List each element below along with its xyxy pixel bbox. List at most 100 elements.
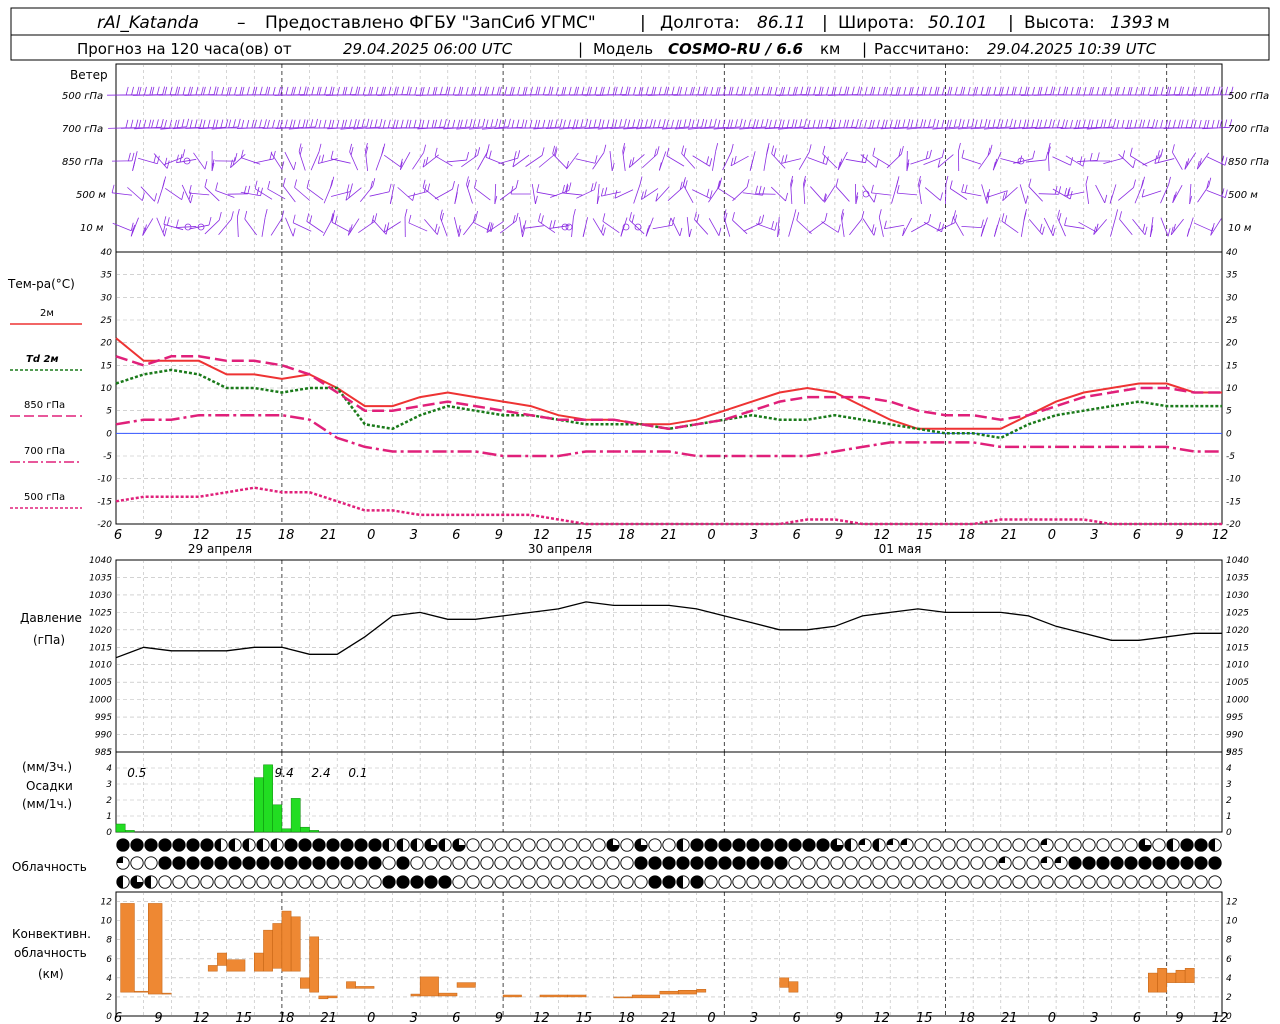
hour-label-bottom: 12 [533,1011,550,1024]
wind-barb-feather [1142,176,1145,185]
convective-bar [1184,968,1195,983]
wind-barb-feather [566,160,569,170]
wind-barb-feather [272,150,276,160]
wind-barb-feather [799,119,803,128]
cloud-cover-icon [186,856,200,870]
wind-barb-feather [756,119,759,128]
cloud-cover-icon [284,875,298,889]
cloud-cover-icon [1082,856,1096,870]
cloud-three-quarter-icon [130,875,144,889]
wind-barb [292,222,312,232]
wind-barb-feather [1224,119,1228,128]
wind-barb-feather [254,86,258,96]
wind-barb-feather [554,119,558,128]
wind-barb-feather [298,143,302,152]
wind-barb [1028,186,1043,202]
wind-barb-feather [434,86,438,95]
wind-barb-feather [803,175,806,185]
wind-barb-feather [272,119,275,128]
wind-barb-feather [758,216,761,225]
wind-barb-feather [958,142,961,152]
wind-barb-feather [791,119,795,128]
wind-barb-feather [653,119,656,128]
wind-barb-feather [743,86,747,96]
wind-barb [284,151,295,171]
wind-barb-feather [293,86,296,95]
wind-barb-feather [871,184,874,193]
wind-barb-feather [281,161,285,170]
wind-barb-feather [490,223,494,232]
wind-barb-feather [940,192,943,201]
wind-barb-feather [1211,119,1215,129]
cloud-cover-icon [578,875,592,889]
y-tick-right: 1035 [1226,573,1249,583]
wind-barb [383,154,401,168]
wind-barb [1064,191,1085,197]
hour-label-bottom: 9 [835,1011,843,1024]
wind-barb-feather [895,86,899,95]
hour-label: 21 [661,528,678,543]
wind-barb-feather [1119,211,1122,220]
cloud-cover-icon [648,856,662,870]
cloud-cover-icon [270,875,284,889]
wind-barb-feather [543,86,546,95]
wind-barb-feather [346,184,350,193]
wind-barb-feather [730,86,734,95]
precip-bar [300,826,310,833]
wind-barb-feather [1189,195,1192,205]
hour-label-bottom: 21 [661,1011,678,1024]
convective-bar [779,977,790,988]
cloud-cover-icon [130,838,144,852]
wind-barb-feather [156,119,159,128]
wind-barb-feather [251,119,255,129]
wind-barb-feather [383,86,386,95]
wind-barb-feather [1000,86,1004,95]
wind-barb-feather [473,86,477,95]
wind-barb-feather [488,150,492,159]
wind-barb-feather [781,155,784,164]
wind-barb-feather [471,87,475,96]
wind-barb [1078,221,1097,233]
wind-barb-feather [467,179,470,188]
wind-barb [1210,218,1222,236]
wind-barb-feather [1229,119,1233,128]
wind-barb-feather [910,86,914,96]
wind-level-10m-r: 10 м [1228,223,1252,234]
wind-barb [473,222,492,232]
wind-barb-feather [808,144,812,153]
wind-barb-feather [240,149,244,158]
wind-barb-feather [1129,86,1133,96]
wind-barb-feather [477,147,481,156]
cloud-cover-icon [620,838,634,852]
wind-barb-feather [537,86,541,95]
wind-barb-feather [697,86,701,95]
wind-barb-feather [549,220,553,229]
wind-barb [412,152,424,170]
cloud-cover-icon [774,856,788,870]
wind-barb [781,158,802,164]
wind-barb [1103,158,1123,164]
wind-barb-feather [1037,86,1041,96]
wind-barb-feather [182,86,186,95]
wind-barb-feather [882,119,885,128]
cloud-cover-icon [928,856,942,870]
wind-barb-feather [455,192,458,201]
wind-barb [164,156,183,166]
wind-barb-feather [717,180,721,189]
cloud-cover-icon [186,875,200,889]
day-label: 29 апреля [188,542,252,556]
wind-barb-feather [1225,86,1228,95]
wind-barb [808,220,826,234]
cloud-cover-icon [1054,838,1068,852]
wind-barb-feather [666,119,669,129]
hour-label: 12 [873,528,890,543]
wind-barb-feather [897,119,901,128]
wind-barb-feather [572,119,576,128]
wind-barb-feather [1032,150,1036,159]
cloud-half-icon [676,838,683,852]
wind-barb-feather [585,118,589,127]
wind-barb [434,188,453,200]
wind-barb [294,187,311,201]
wind-barb-feather [987,147,991,156]
